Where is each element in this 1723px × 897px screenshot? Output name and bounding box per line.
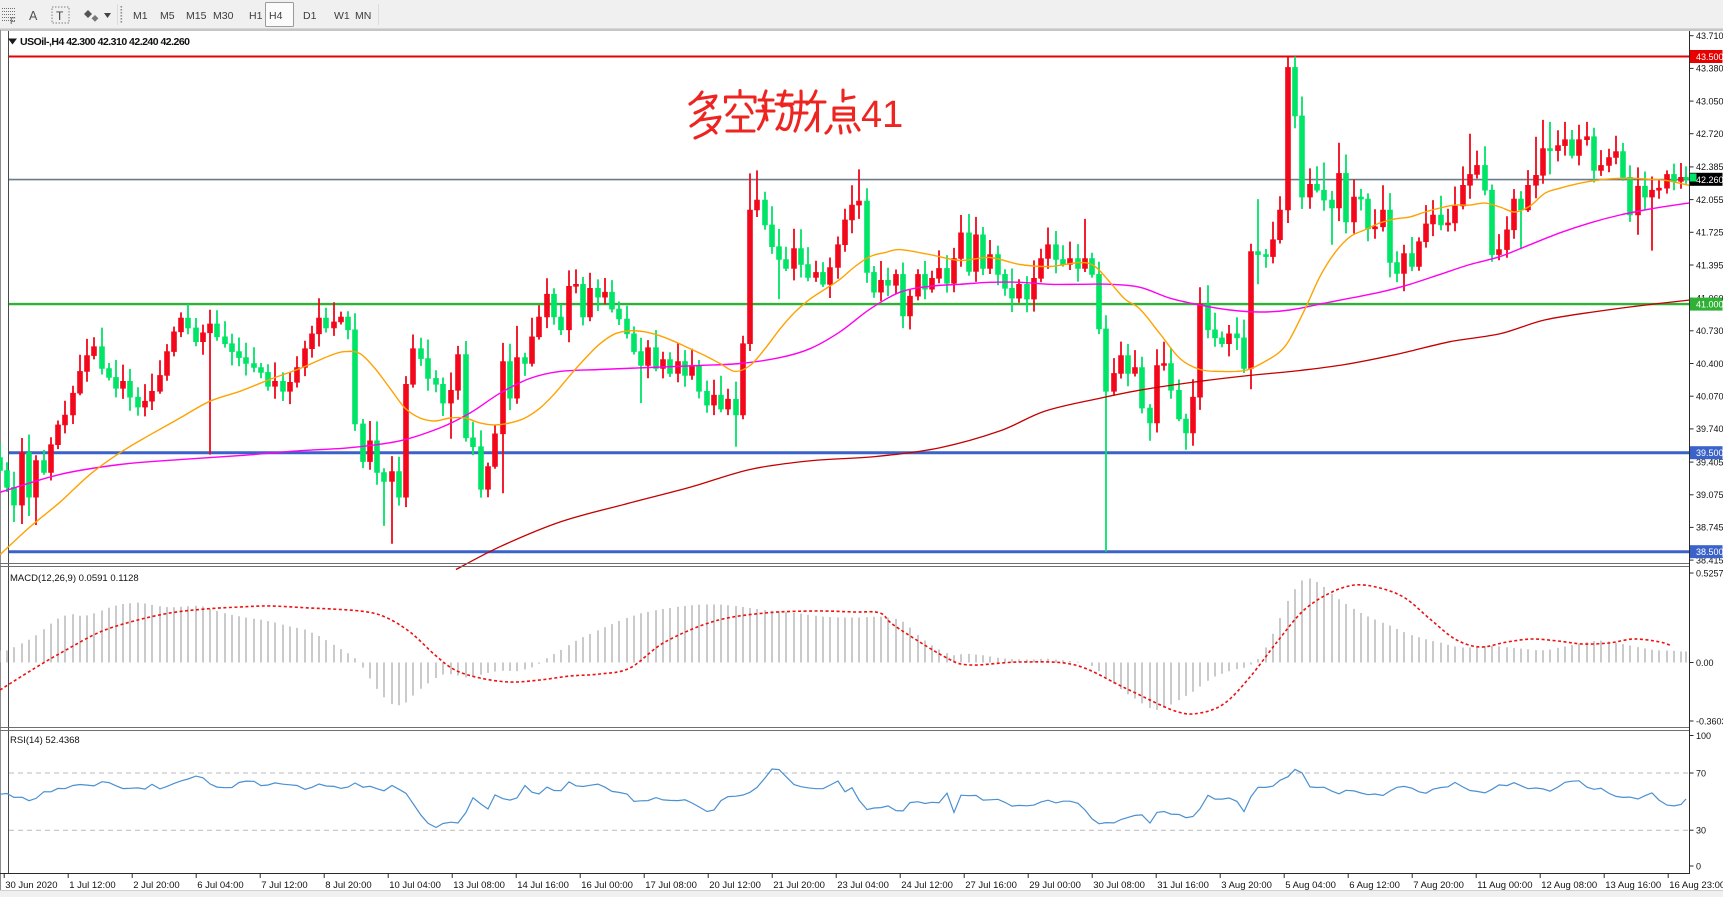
svg-text:11 Aug 00:00: 11 Aug 00:00 (1477, 880, 1532, 891)
svg-text:42.055: 42.055 (1696, 195, 1723, 205)
svg-text:-0.3603: -0.3603 (1696, 716, 1723, 726)
svg-text:D1: D1 (303, 10, 317, 22)
svg-text:24 Jul 12:00: 24 Jul 12:00 (901, 880, 953, 891)
svg-text:12 Aug 08:00: 12 Aug 08:00 (1541, 880, 1597, 891)
svg-text:40.070: 40.070 (1696, 392, 1723, 402)
svg-text:39.500: 39.500 (1696, 448, 1723, 458)
svg-text:43.500: 43.500 (1696, 52, 1723, 62)
svg-text:42.385: 42.385 (1696, 162, 1723, 172)
svg-text:2 Jul 20:00: 2 Jul 20:00 (133, 880, 179, 891)
svg-text:30 Jun 2020: 30 Jun 2020 (5, 880, 57, 891)
svg-text:30: 30 (1696, 826, 1706, 836)
svg-text:3 Aug 20:00: 3 Aug 20:00 (1221, 880, 1272, 891)
svg-text:21 Jul 20:00: 21 Jul 20:00 (773, 880, 825, 891)
svg-text:31 Jul 16:00: 31 Jul 16:00 (1157, 880, 1209, 891)
svg-text:W1: W1 (334, 10, 350, 22)
svg-text:14 Jul 16:00: 14 Jul 16:00 (517, 880, 569, 891)
svg-text:42.260: 42.260 (1696, 175, 1723, 185)
svg-text:10 Jul 04:00: 10 Jul 04:00 (389, 880, 441, 891)
svg-text:M30: M30 (213, 10, 234, 22)
svg-text:M1: M1 (133, 10, 148, 22)
svg-text:27 Jul 16:00: 27 Jul 16:00 (965, 880, 1017, 891)
svg-text:43.380: 43.380 (1696, 64, 1723, 74)
svg-text:H4: H4 (269, 10, 283, 22)
svg-text:30 Jul 08:00: 30 Jul 08:00 (1093, 880, 1145, 891)
svg-text:43.710: 43.710 (1696, 31, 1723, 41)
svg-text:T: T (56, 9, 64, 23)
svg-text:38.500: 38.500 (1696, 547, 1723, 557)
svg-text:39.075: 39.075 (1696, 490, 1723, 500)
svg-text:7 Jul 12:00: 7 Jul 12:00 (261, 880, 307, 891)
svg-text:41.395: 41.395 (1696, 260, 1723, 270)
svg-text:20 Jul 12:00: 20 Jul 12:00 (709, 880, 761, 891)
svg-text:0.00: 0.00 (1696, 658, 1714, 668)
svg-text:41: 41 (861, 94, 903, 136)
svg-text:16 Jul 00:00: 16 Jul 00:00 (581, 880, 633, 891)
svg-text:38.415: 38.415 (1696, 555, 1723, 565)
svg-text:F: F (10, 16, 16, 26)
svg-text:39.405: 39.405 (1696, 457, 1723, 467)
svg-text:42.720: 42.720 (1696, 129, 1723, 139)
svg-text:MN: MN (355, 10, 371, 22)
svg-text:M5: M5 (160, 10, 175, 22)
svg-text:40.730: 40.730 (1696, 326, 1723, 336)
svg-text:41.725: 41.725 (1696, 228, 1723, 238)
svg-text:0.5257: 0.5257 (1696, 568, 1723, 578)
svg-text:40.400: 40.400 (1696, 359, 1723, 369)
svg-text:38.745: 38.745 (1696, 523, 1723, 533)
svg-text:8 Jul 20:00: 8 Jul 20:00 (325, 880, 371, 891)
svg-text:H1: H1 (249, 10, 263, 22)
svg-text:17 Jul 08:00: 17 Jul 08:00 (645, 880, 697, 891)
svg-text:43.050: 43.050 (1696, 96, 1723, 106)
svg-text:M15: M15 (186, 10, 207, 22)
svg-text:5 Aug 04:00: 5 Aug 04:00 (1285, 880, 1336, 891)
svg-text:1 Jul 12:00: 1 Jul 12:00 (69, 880, 115, 891)
svg-text:29 Jul 00:00: 29 Jul 00:00 (1029, 880, 1081, 891)
svg-text:70: 70 (1696, 768, 1706, 778)
svg-text:6 Jul 04:00: 6 Jul 04:00 (197, 880, 243, 891)
svg-text:23 Jul 04:00: 23 Jul 04:00 (837, 880, 889, 891)
svg-text:13 Jul 08:00: 13 Jul 08:00 (453, 880, 505, 891)
svg-text:MACD(12,26,9) 0.0591 0.1128: MACD(12,26,9) 0.0591 0.1128 (10, 573, 139, 584)
svg-text:16 Aug 23:00: 16 Aug 23:00 (1669, 880, 1723, 891)
svg-text:A: A (29, 9, 38, 23)
svg-text:13 Aug 16:00: 13 Aug 16:00 (1605, 880, 1661, 891)
svg-text:39.740: 39.740 (1696, 424, 1723, 434)
svg-text:USOil-,H4 42.300 42.310 42.24: USOil-,H4 42.300 42.310 42.240 42.260 (20, 36, 190, 48)
svg-text:41.000: 41.000 (1696, 300, 1723, 310)
svg-text:0: 0 (1696, 861, 1701, 871)
svg-text:6 Aug 12:00: 6 Aug 12:00 (1349, 880, 1400, 891)
svg-text:100: 100 (1696, 731, 1711, 741)
svg-text:RSI(14) 52.4368: RSI(14) 52.4368 (10, 735, 80, 746)
svg-text:7 Aug 20:00: 7 Aug 20:00 (1413, 880, 1464, 891)
